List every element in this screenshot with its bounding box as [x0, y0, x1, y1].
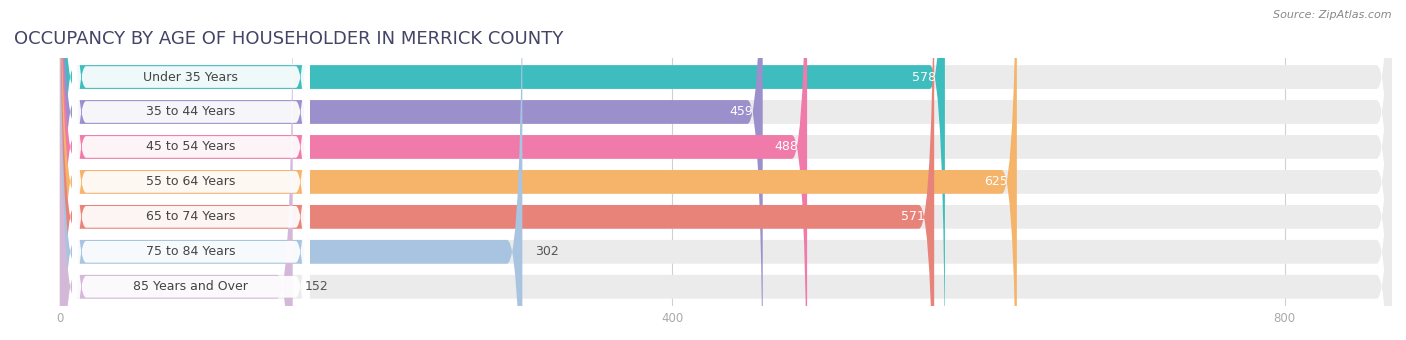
FancyBboxPatch shape	[72, 0, 309, 340]
FancyBboxPatch shape	[60, 0, 1392, 340]
FancyBboxPatch shape	[72, 0, 309, 340]
Text: 85 Years and Over: 85 Years and Over	[134, 280, 249, 293]
Text: 571: 571	[901, 210, 925, 223]
FancyBboxPatch shape	[60, 0, 945, 340]
FancyBboxPatch shape	[72, 0, 309, 340]
FancyBboxPatch shape	[60, 0, 807, 340]
FancyBboxPatch shape	[72, 0, 309, 340]
Text: 45 to 54 Years: 45 to 54 Years	[146, 140, 236, 153]
FancyBboxPatch shape	[60, 0, 1392, 340]
FancyBboxPatch shape	[72, 0, 309, 340]
FancyBboxPatch shape	[60, 0, 1392, 340]
FancyBboxPatch shape	[72, 0, 309, 340]
FancyBboxPatch shape	[60, 0, 1017, 340]
Text: 65 to 74 Years: 65 to 74 Years	[146, 210, 236, 223]
FancyBboxPatch shape	[72, 0, 309, 340]
Text: 488: 488	[775, 140, 799, 153]
Text: 55 to 64 Years: 55 to 64 Years	[146, 175, 236, 188]
FancyBboxPatch shape	[60, 0, 1392, 340]
Text: 302: 302	[534, 245, 558, 258]
FancyBboxPatch shape	[60, 0, 292, 340]
FancyBboxPatch shape	[60, 0, 762, 340]
FancyBboxPatch shape	[60, 0, 934, 340]
Text: Under 35 Years: Under 35 Years	[143, 70, 239, 84]
Text: 152: 152	[305, 280, 329, 293]
FancyBboxPatch shape	[60, 0, 1392, 340]
FancyBboxPatch shape	[60, 0, 1392, 340]
Text: 578: 578	[911, 70, 936, 84]
Text: Source: ZipAtlas.com: Source: ZipAtlas.com	[1274, 10, 1392, 20]
Text: OCCUPANCY BY AGE OF HOUSEHOLDER IN MERRICK COUNTY: OCCUPANCY BY AGE OF HOUSEHOLDER IN MERRI…	[14, 30, 564, 48]
Text: 35 to 44 Years: 35 to 44 Years	[146, 105, 236, 118]
FancyBboxPatch shape	[60, 0, 523, 340]
Text: 75 to 84 Years: 75 to 84 Years	[146, 245, 236, 258]
FancyBboxPatch shape	[60, 0, 1392, 340]
Text: 459: 459	[730, 105, 754, 118]
Text: 625: 625	[984, 175, 1008, 188]
